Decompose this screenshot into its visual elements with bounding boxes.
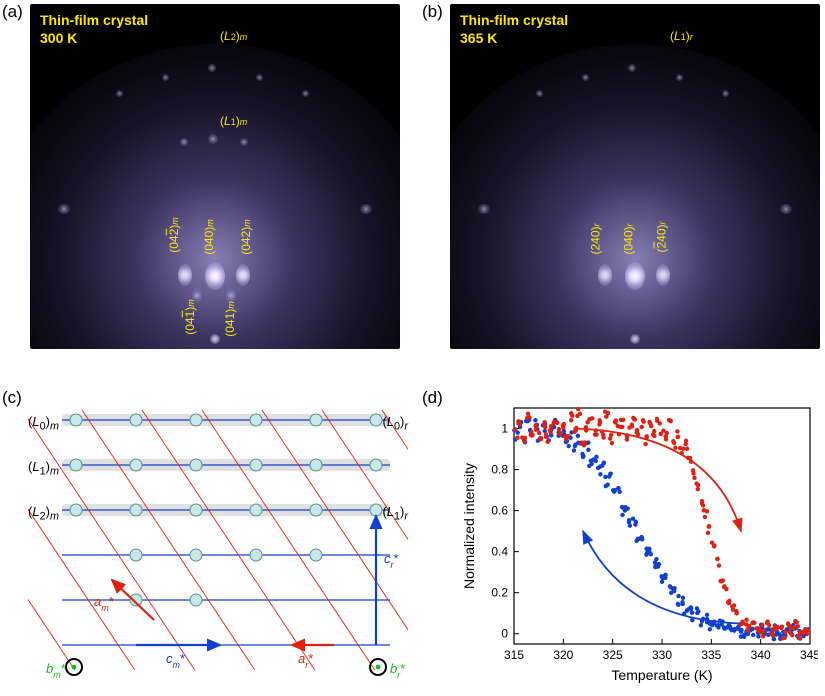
svg-text:330: 330 [652, 648, 672, 662]
svg-text:Temperature (K): Temperature (K) [611, 667, 712, 683]
svg-text:315: 315 [504, 648, 524, 662]
svg-text:0: 0 [501, 627, 508, 641]
svg-text:0.8: 0.8 [491, 463, 508, 477]
svg-text:Normalized intensity: Normalized intensity [461, 463, 477, 589]
c-L0r: (L0)r [382, 414, 408, 433]
svg-text:ar*: ar* [298, 651, 313, 670]
rheed-a-L2: (L2)m [220, 29, 247, 43]
rheed-a-title2: 300 K [40, 30, 77, 46]
svg-text:am*: am* [94, 594, 114, 613]
svg-text:cr*: cr* [384, 551, 399, 570]
svg-text:cm*: cm* [166, 651, 185, 670]
rheed-a-title1: Thin-film crystal [40, 12, 148, 28]
svg-text:br*: br* [390, 661, 405, 680]
svg-text:320: 320 [553, 648, 573, 662]
intensity-vs-temperature-chart: 315 320 325 330 335 340 345 0 0.2 0.4 0.6 0.8 1 Tempe… [460, 398, 818, 686]
svg-text:0.4: 0.4 [491, 545, 508, 559]
svg-text:bm*: bm* [46, 661, 66, 680]
panel-c-label: (c) [2, 388, 22, 408]
rheed-b-title1: Thin-film crystal [460, 12, 568, 28]
svg-text:340: 340 [751, 648, 771, 662]
rheed-a-041: (041)m [223, 301, 237, 337]
svg-text:335: 335 [701, 648, 721, 662]
reciprocal-lattice-diagram: am* cm* ar* cr* bm* br* (L0)m (L1)m (L2)m (L0… [28, 400, 408, 686]
rheed-a-042: (042)m [239, 219, 253, 255]
panel-a-label: (a) [2, 2, 23, 22]
svg-text:1: 1 [501, 422, 508, 436]
rheed-a-041bar: (041)m [183, 299, 197, 335]
rheed-panel-a: Thin-film crystal 300 K (L2)m (L1)m (042… [30, 4, 400, 349]
c-L1r: (L1)r [382, 504, 408, 523]
c-L1m: (L1)m [28, 459, 59, 478]
rheed-a-040: (040)m [202, 219, 216, 255]
rheed-b-040: (040)r [622, 223, 636, 254]
panel-d-label: (d) [422, 388, 443, 408]
rheed-b-240bar: (240)r [655, 221, 669, 252]
rheed-b-240: (240)r [589, 223, 603, 254]
svg-text:0.6: 0.6 [491, 504, 508, 518]
svg-text:0.2: 0.2 [491, 586, 508, 600]
rheed-b-title2: 365 K [460, 30, 497, 46]
rheed-a-L1: (L1)m [220, 114, 247, 128]
c-L0m: (L0)m [28, 414, 59, 433]
svg-text:345: 345 [800, 648, 818, 662]
c-L2m: (L2)m [28, 504, 59, 523]
panel-b-label: (b) [422, 2, 443, 22]
rheed-b-L1: (L1)r [670, 29, 693, 43]
rheed-panel-b: Thin-film crystal 365 K (L1)r (240)r (04… [450, 4, 820, 349]
svg-text:325: 325 [603, 648, 623, 662]
rheed-a-042bar: (042)m [167, 217, 181, 253]
